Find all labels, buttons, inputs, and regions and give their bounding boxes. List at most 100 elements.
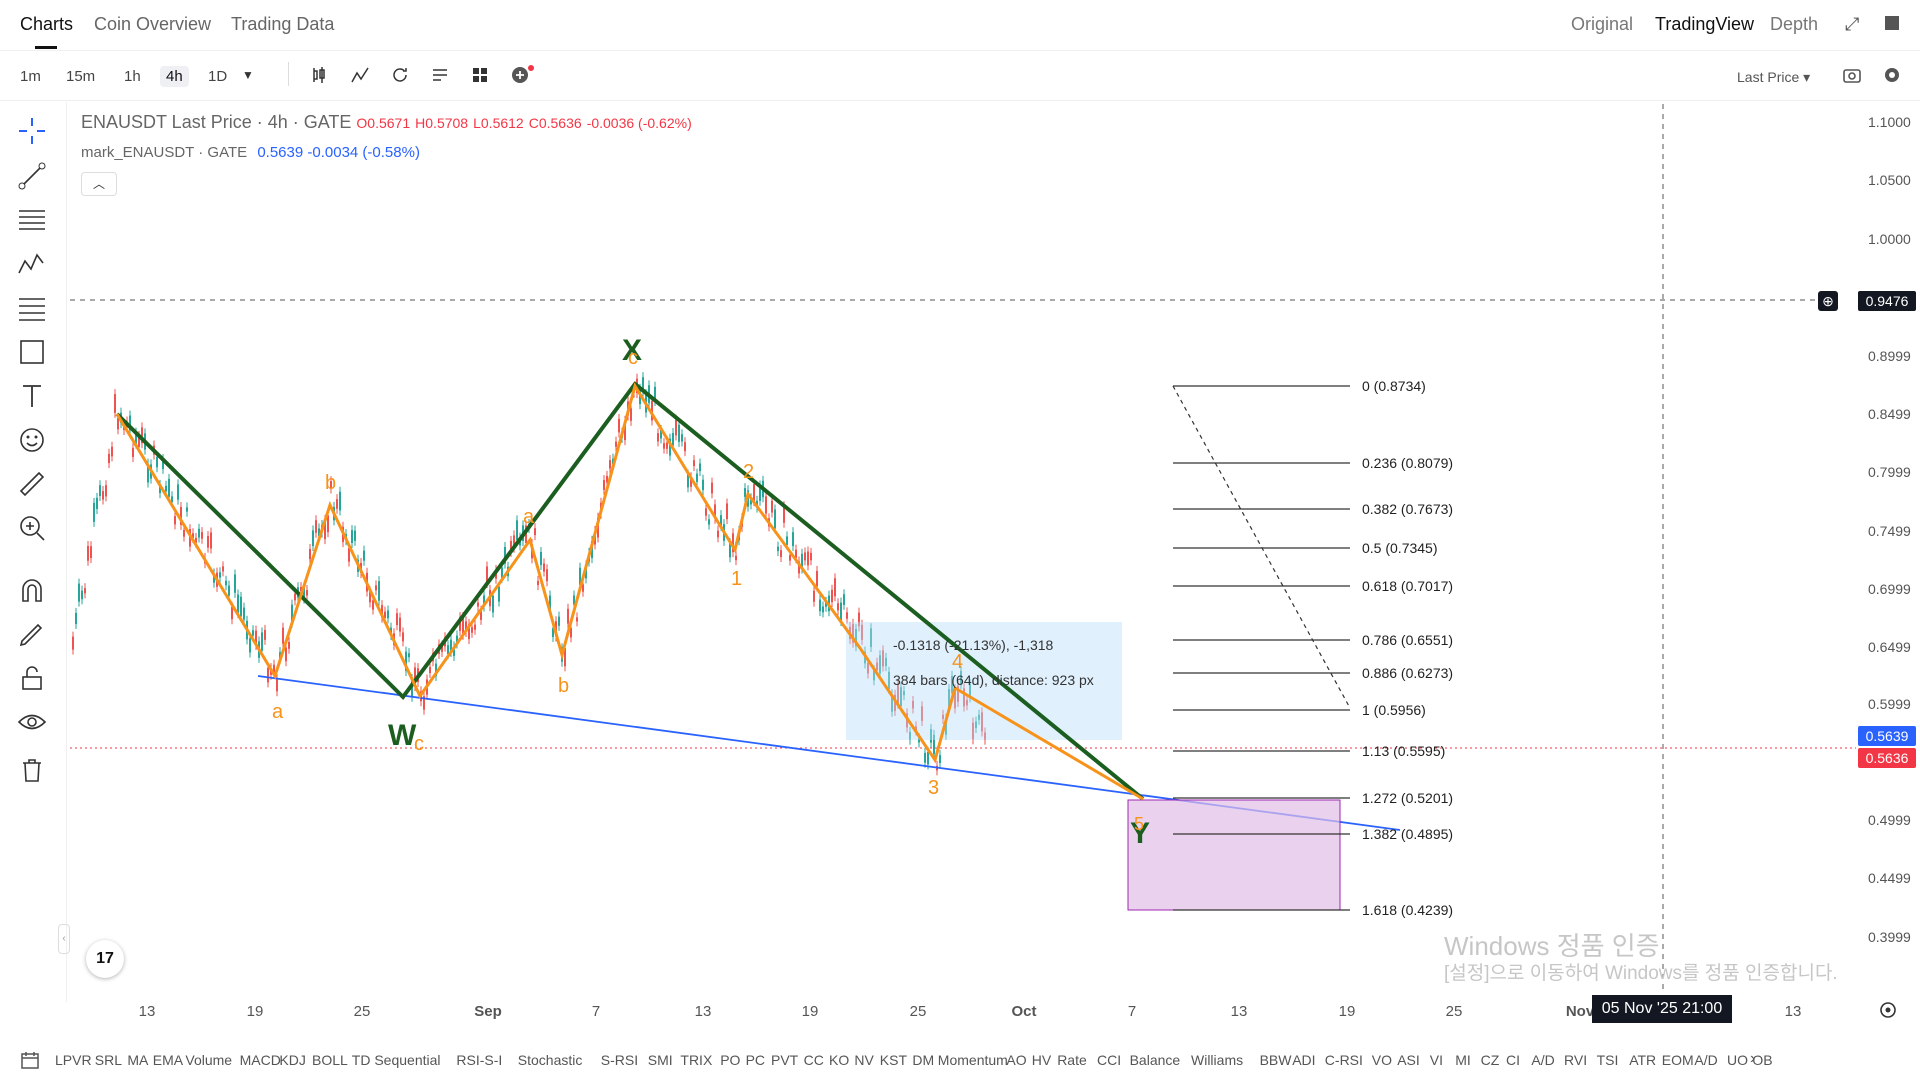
indicator-item[interactable]: CC — [803, 1052, 824, 1068]
add-alert-icon[interactable] — [510, 63, 536, 85]
indicator-item[interactable]: Volume — [185, 1052, 233, 1068]
indicator-item[interactable]: LPVR — [55, 1052, 92, 1068]
timeframe-dropdown-icon[interactable]: ▼ — [242, 68, 254, 82]
axis-settings-icon[interactable] — [1878, 1000, 1898, 1020]
fib-retracement-icon[interactable] — [14, 290, 50, 326]
tab-trading-data[interactable]: Trading Data — [231, 14, 335, 34]
indicator-item[interactable]: PO — [720, 1052, 741, 1068]
indicator-item[interactable]: VI — [1429, 1052, 1444, 1068]
gear-icon[interactable] — [1882, 65, 1902, 85]
mark-symbol[interactable]: mark_ENAUSDT · GATE — [81, 144, 248, 161]
indicator-item[interactable]: TD Sequential — [351, 1052, 441, 1068]
text-tool-icon[interactable] — [14, 378, 50, 414]
layout-grid-icon[interactable] — [470, 65, 490, 85]
indicator-item[interactable]: PVT — [771, 1052, 799, 1068]
indicator-item[interactable]: TRIX — [680, 1052, 713, 1068]
eye-icon[interactable] — [14, 704, 50, 740]
indicator-item[interactable]: Williams — [1191, 1052, 1244, 1068]
horizontal-lines-icon[interactable] — [14, 202, 50, 238]
indicator-item[interactable]: ATR — [1629, 1052, 1657, 1068]
tab-original[interactable]: Original — [1571, 14, 1634, 34]
indicator-item[interactable]: BOLL — [312, 1052, 348, 1068]
indicator-item[interactable]: TSI — [1596, 1052, 1619, 1068]
indicator-item[interactable]: CCI — [1097, 1052, 1122, 1068]
emoji-icon[interactable] — [14, 422, 50, 458]
indicator-item[interactable]: SRL — [94, 1052, 123, 1068]
indicator-item[interactable]: ASI — [1397, 1052, 1420, 1068]
indicator-item[interactable]: EOM — [1661, 1052, 1694, 1068]
indicator-item[interactable]: KDJ — [279, 1052, 306, 1068]
time-tick-label: Nov — [1565, 1003, 1595, 1020]
indicator-item[interactable]: CI — [1506, 1052, 1520, 1068]
indicator-item[interactable]: MA — [127, 1052, 149, 1068]
rectangle-tool-icon[interactable] — [14, 334, 50, 370]
expand-icon[interactable]: ⤢ — [1845, 14, 1860, 34]
indicators-icon[interactable] — [350, 65, 370, 85]
add-price-alert-icon[interactable]: ⊕ — [1818, 291, 1838, 311]
indicator-item[interactable]: SMI — [647, 1052, 673, 1068]
candle-body — [462, 617, 464, 635]
chevron-right-icon[interactable]: › — [1750, 1050, 1756, 1067]
tab-tradingview[interactable]: TradingView — [1655, 14, 1755, 34]
timeframe-15m[interactable]: 15m — [66, 68, 96, 85]
timeframe-1m[interactable]: 1m — [20, 68, 41, 85]
timeframe-1d[interactable]: 1D — [208, 68, 228, 85]
indicator-item[interactable]: Balance — [1129, 1052, 1181, 1068]
indicator-item[interactable]: Momentum — [937, 1052, 1008, 1068]
collapse-panel-icon[interactable]: ‹ — [58, 924, 70, 954]
candle-body — [699, 463, 701, 472]
legend-collapse-button[interactable]: ︿ — [81, 172, 117, 196]
zoom-icon[interactable] — [14, 510, 50, 546]
indicator-item[interactable]: DM — [912, 1052, 935, 1068]
timeframe-4h[interactable]: 4h — [160, 66, 189, 87]
indicator-item[interactable]: CZ — [1480, 1052, 1500, 1068]
price-scale[interactable]: 1.1000 1.0500 1.0000 0.8999 0.8499 0.7999 0.74… — [1818, 102, 1920, 992]
indicator-item[interactable]: PC — [745, 1052, 766, 1068]
indicator-item[interactable]: C-RSI — [1324, 1052, 1363, 1068]
magnet-icon[interactable] — [14, 572, 50, 608]
indicator-item[interactable]: KST — [879, 1052, 908, 1068]
indicator-item[interactable]: RVI — [1564, 1052, 1588, 1068]
candles-icon[interactable] — [310, 65, 330, 85]
indicator-item[interactable]: A/D — [1694, 1052, 1718, 1068]
draw-lock-icon[interactable] — [14, 616, 50, 652]
indicator-item[interactable]: NV — [854, 1052, 874, 1068]
indicator-item[interactable]: ADI — [1292, 1052, 1316, 1068]
indicator-item[interactable]: VO — [1371, 1052, 1393, 1068]
indicator-item[interactable]: KO — [829, 1052, 850, 1068]
replay-icon[interactable] — [390, 65, 410, 85]
trendline-icon[interactable] — [14, 158, 50, 194]
tradingview-logo[interactable]: 17 — [86, 940, 124, 978]
settings-list-icon[interactable] — [430, 65, 450, 85]
indicator-item[interactable]: A/D — [1531, 1052, 1555, 1068]
indicator-item[interactable]: Rate — [1057, 1052, 1087, 1068]
indicator-item[interactable]: S-RSI — [600, 1052, 639, 1068]
calendar-icon[interactable] — [20, 1050, 40, 1070]
time-axis[interactable]: 13 19 25 Sep 7 13 19 25 Oct 7 13 19 25 Nov 13 — [66, 995, 1856, 1025]
timeframe-1h[interactable]: 1h — [124, 68, 141, 85]
indicator-item[interactable]: OB — [1752, 1052, 1773, 1068]
crosshair-icon[interactable] — [14, 113, 50, 149]
indicator-item[interactable]: Stochastic — [517, 1052, 583, 1068]
indicator-item[interactable]: AO — [1006, 1052, 1027, 1068]
indicator-item[interactable]: HV — [1031, 1052, 1052, 1068]
price-type-select[interactable]: Last Price ▾ — [1737, 69, 1811, 85]
symbol-title[interactable]: ENAUSDT Last Price · 4h · GATE — [81, 112, 352, 132]
camera-icon[interactable] — [1842, 65, 1862, 85]
tab-depth[interactable]: Depth — [1770, 14, 1819, 34]
indicator-item[interactable]: BBW — [1259, 1052, 1292, 1068]
indicator-item[interactable]: MI — [1455, 1052, 1471, 1068]
indicator-item[interactable]: MACD — [239, 1052, 281, 1068]
wave-pattern-icon[interactable] — [14, 246, 50, 282]
indicator-item[interactable]: EMA — [152, 1052, 184, 1068]
trash-icon[interactable] — [14, 752, 50, 788]
unlock-icon[interactable] — [14, 660, 50, 696]
tab-coin-overview[interactable]: Coin Overview — [94, 14, 212, 34]
candle-body — [456, 635, 458, 644]
indicator-item[interactable]: UO — [1727, 1052, 1748, 1068]
fullscreen-icon[interactable] — [1885, 16, 1899, 30]
tab-charts[interactable]: Charts — [20, 14, 74, 34]
ruler-icon[interactable] — [14, 466, 50, 502]
indicator-item[interactable]: RSI-S-I — [456, 1052, 503, 1068]
